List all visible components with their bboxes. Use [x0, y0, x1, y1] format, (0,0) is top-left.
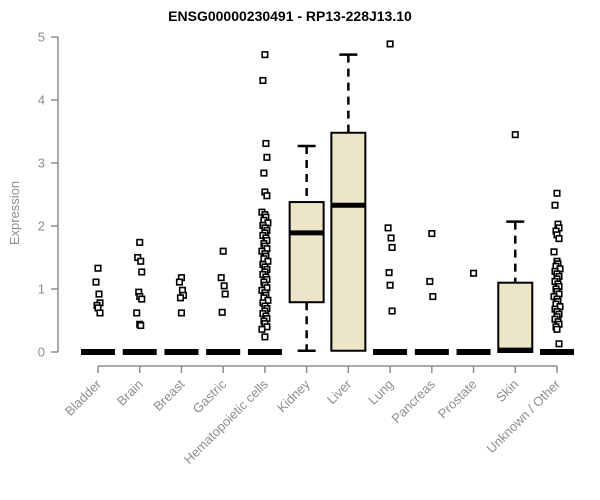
outlier-point — [469, 269, 478, 277]
outlier-point — [428, 230, 436, 238]
outlier-point — [177, 309, 186, 317]
outlier-point — [258, 325, 266, 333]
outlier-point — [92, 278, 100, 286]
y-tick-label: 5 — [38, 30, 45, 45]
outlier-point — [217, 274, 225, 282]
y-tick-label: 2 — [38, 219, 45, 234]
outlier-point — [136, 238, 144, 246]
box — [497, 281, 534, 354]
outlier-point — [220, 282, 228, 290]
x-tick-label: Pancreas — [388, 376, 438, 426]
collapsed-box — [540, 349, 574, 355]
outlier-point — [511, 131, 519, 139]
collapsed-box — [122, 349, 157, 355]
y-tick-label: 4 — [38, 93, 45, 108]
outlier-point — [263, 153, 271, 161]
y-tick-label: 0 — [38, 345, 45, 360]
collapsed-box — [164, 349, 199, 355]
x-tick-label: Lung — [365, 377, 396, 408]
box — [288, 201, 325, 304]
x-tick-label: Breast — [150, 376, 187, 413]
x-tick-label: Skin — [493, 377, 521, 405]
collapsed-box — [206, 349, 241, 355]
x-tick-label: Unknown / Other — [484, 376, 564, 456]
outlier-point — [221, 290, 229, 298]
x-tick-label: Liver — [324, 376, 355, 407]
outlier-point — [133, 309, 141, 317]
x-tick-label: Prostate — [435, 377, 480, 422]
x-tick-label: Kidney — [274, 376, 313, 415]
outlier-point — [218, 308, 226, 316]
outlier-point — [555, 340, 563, 348]
collapsed-box — [247, 349, 282, 355]
outlier-point — [176, 294, 185, 302]
outlier-point — [138, 268, 146, 276]
outlier-point — [261, 51, 269, 59]
outlier-point — [386, 281, 394, 289]
outlier-point — [261, 333, 269, 341]
x-tick-label: Brain — [114, 377, 146, 409]
outlier-point — [384, 224, 392, 232]
chart-title: ENSG00000230491 - RP13-228J13.10 — [168, 8, 412, 24]
outlier-point — [429, 293, 437, 301]
outlier-point — [388, 307, 396, 315]
outlier-point — [137, 257, 145, 265]
outlier-point — [219, 247, 227, 255]
outlier-point — [385, 269, 393, 277]
outlier-point — [387, 234, 395, 242]
x-tick-label: Bladder — [62, 376, 105, 419]
outlier-point — [259, 76, 267, 85]
box — [330, 131, 367, 352]
y-tick-label: 1 — [38, 282, 45, 297]
outlier-point — [94, 264, 102, 272]
outlier-point — [386, 40, 394, 48]
collapsed-box — [373, 349, 408, 355]
outlier-point — [551, 201, 559, 209]
outlier-point — [553, 189, 561, 197]
collapsed-box — [414, 349, 449, 355]
outlier-point — [262, 139, 270, 148]
outlier-point — [553, 325, 561, 333]
outlier-point — [138, 295, 146, 303]
outlier-point — [550, 248, 558, 256]
collapsed-box — [81, 349, 115, 355]
outlier-point — [260, 169, 268, 177]
outlier-point — [175, 278, 184, 286]
collapsed-box — [456, 349, 491, 355]
outlier-point — [96, 309, 104, 317]
outlier-point — [426, 277, 434, 285]
outlier-point — [95, 290, 103, 298]
x-tick-label: Gastric — [190, 376, 230, 416]
y-tick-label: 3 — [38, 156, 45, 171]
outlier-point — [263, 192, 271, 200]
outlier-point — [555, 235, 563, 243]
outlier-point — [137, 321, 145, 330]
outlier-point — [388, 243, 396, 251]
